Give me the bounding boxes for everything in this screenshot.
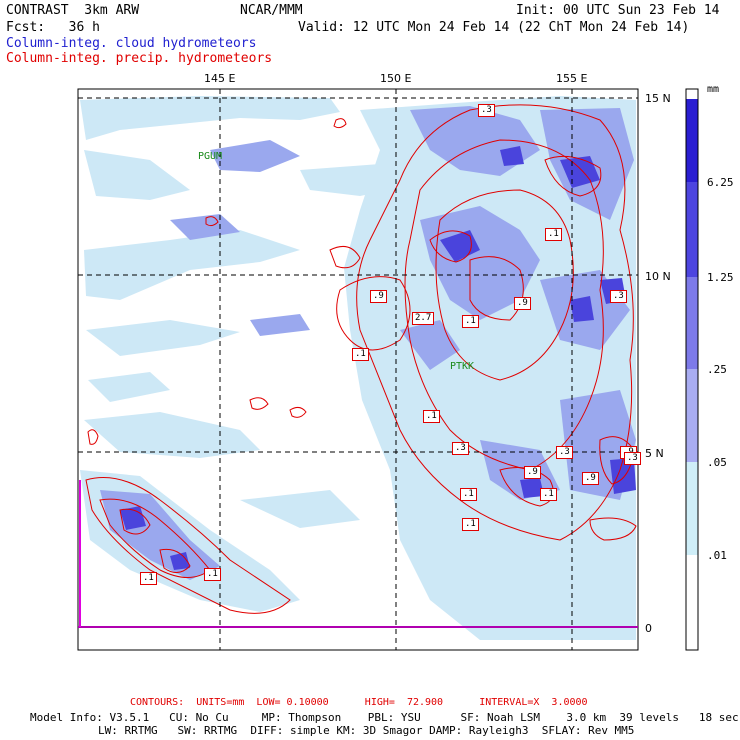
model-info-line-1: Model Info: V3.5.1 CU: No Cu MP: Thompso…	[30, 711, 739, 724]
contour-info: CONTOURS: UNITS=mm LOW= 0.10000 HIGH= 72…	[130, 697, 588, 708]
station-pgum: PGUM	[198, 151, 223, 162]
organization: NCAR/MMM	[240, 3, 303, 18]
contour-label: .1	[352, 348, 369, 361]
contour-label: .9	[582, 472, 599, 485]
lat-label-15n: 15 N	[645, 92, 671, 105]
colorbar-label-3: .25	[707, 363, 727, 376]
colorbar-swatch-2	[686, 182, 698, 277]
colorbar-unit: mm	[707, 84, 720, 95]
init-time: Init: 00 UTC Sun 23 Feb 14	[516, 3, 720, 18]
model-info-line-2: LW: RRTMG SW: RRTMG DIFF: simple KM: 3D …	[98, 724, 635, 737]
field-cloud-label: Column-integ. cloud hydrometeors	[6, 36, 257, 51]
lat-lon-grid	[78, 89, 638, 650]
contour-label: .3	[610, 290, 627, 303]
contour-label: .9	[514, 297, 531, 310]
cloud-shading-light	[80, 96, 636, 640]
contour-label: .1	[462, 315, 479, 328]
field-precip-label: Column-integ. precip. hydrometeors	[6, 51, 273, 66]
colorbar	[685, 88, 699, 651]
colorbar-label-4: .05	[707, 456, 727, 469]
colorbar-swatch-1	[686, 99, 698, 182]
lat-label-10n: 10 N	[645, 270, 671, 283]
contour-label: .3	[624, 452, 641, 465]
contour-label: .1	[140, 572, 157, 585]
colorbar-label-5: .01	[707, 549, 727, 562]
colorbar-swatch-5	[686, 462, 698, 555]
contour-label: .3	[452, 442, 469, 455]
contour-label: .3	[478, 104, 495, 117]
lat-label-0: 0	[645, 622, 652, 635]
colorbar-swatch-3	[686, 277, 698, 369]
colorbar-label-1: 6.25	[707, 176, 734, 189]
contour-label: .9	[370, 290, 387, 303]
lon-label-155: 155 E	[556, 72, 588, 85]
lon-label-145: 145 E	[204, 72, 236, 85]
lat-label-5n: 5 N	[645, 447, 664, 460]
contour-label: .1	[462, 518, 479, 531]
contour-label: .1	[460, 488, 477, 501]
contour-label: .3	[556, 446, 573, 459]
colorbar-swatch-4	[686, 369, 698, 462]
contour-label: .9	[524, 466, 541, 479]
station-ptkk: PTKK	[450, 361, 475, 372]
lon-label-150: 150 E	[380, 72, 412, 85]
valid-time: Valid: 12 UTC Mon 24 Feb 14 (22 ChT Mon …	[298, 20, 690, 35]
map-panel	[77, 88, 639, 651]
colorbar-swatch-6	[686, 555, 698, 650]
forecast-hour: Fcst: 36 h	[6, 20, 100, 35]
contour-label: .1	[204, 568, 221, 581]
chart-title: CONTRAST 3km ARW	[6, 3, 140, 18]
contour-label: .1	[423, 410, 440, 423]
contour-label: .1	[545, 228, 562, 241]
colorbar-label-2: 1.25	[707, 271, 734, 284]
contour-label: .1	[540, 488, 557, 501]
contour-label: 2.7	[412, 312, 435, 325]
